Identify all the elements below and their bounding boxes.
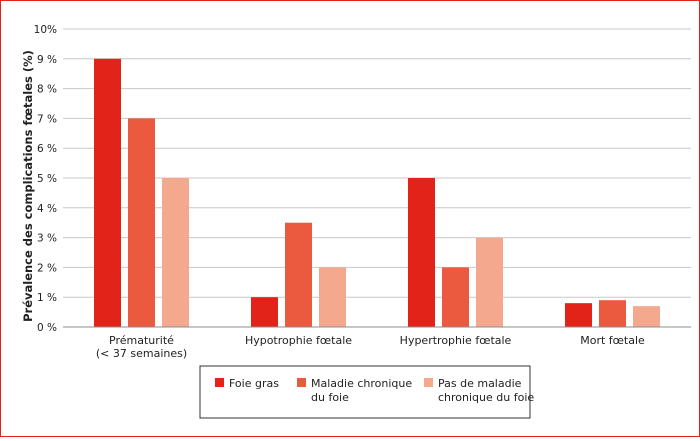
y-tick-label: 2 % xyxy=(37,262,57,274)
y-axis-label: Prévalence des complications fœtales (%) xyxy=(21,50,35,322)
legend-label: Maladie chronique xyxy=(311,377,412,390)
bar xyxy=(319,267,346,327)
bar xyxy=(162,178,189,327)
x-category-label: (< 37 semaines) xyxy=(96,347,187,360)
bar xyxy=(633,306,660,327)
y-tick-label: 4 % xyxy=(37,203,57,215)
bar xyxy=(565,303,592,327)
x-category-label: Prématurité xyxy=(109,334,174,347)
legend-label: Foie gras xyxy=(229,377,279,390)
y-tick-label: 3 % xyxy=(37,233,57,245)
x-category-label: Mort fœtale xyxy=(580,334,645,347)
bar xyxy=(128,118,155,328)
y-tick-label: 1 % xyxy=(37,292,57,304)
legend-swatch xyxy=(215,378,224,387)
y-tick-label: 0 % xyxy=(37,322,57,334)
legend-swatch xyxy=(297,378,306,387)
legend-swatch xyxy=(424,378,433,387)
y-tick-label: 7 % xyxy=(37,113,57,125)
y-tick-label: 6 % xyxy=(37,143,57,155)
x-category-label: Hypertrophie fœtale xyxy=(400,334,512,347)
x-category-label: Hypotrophie fœtale xyxy=(245,334,352,347)
legend-label: chronique du foie xyxy=(438,391,534,404)
y-tick-label: 5 % xyxy=(37,173,57,185)
bar xyxy=(476,237,503,327)
y-axis-ticks: 0 % 1 % 2 % 3 % 4 % 5 % 6 % 7 % 8 % 9 % 10% xyxy=(34,24,57,334)
bar xyxy=(285,222,312,327)
legend-box xyxy=(199,365,531,419)
legend-label: du foie xyxy=(311,391,349,404)
bar xyxy=(442,267,469,327)
y-tick-label: 10% xyxy=(34,24,57,36)
x-axis-categories: Prématurité(< 37 semaines) Hypotrophie fœ… xyxy=(96,334,645,360)
y-tick-label: 9 % xyxy=(37,54,57,66)
y-tick-label: 8 % xyxy=(37,84,57,96)
bar xyxy=(94,58,121,328)
bars xyxy=(94,58,660,328)
legend-label: Pas de maladie xyxy=(438,377,522,390)
bar xyxy=(251,297,278,327)
bar xyxy=(599,300,626,327)
bar xyxy=(408,178,435,327)
gridlines xyxy=(63,28,691,298)
